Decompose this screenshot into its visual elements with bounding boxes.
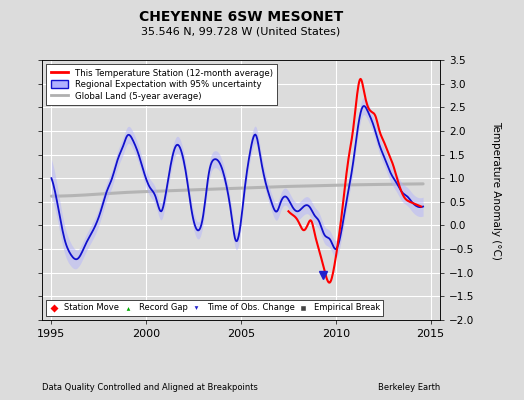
Y-axis label: Temperature Anomaly (°C): Temperature Anomaly (°C) [491, 120, 501, 260]
Text: Berkeley Earth: Berkeley Earth [378, 383, 440, 392]
Text: CHEYENNE 6SW MESONET: CHEYENNE 6SW MESONET [139, 10, 343, 24]
Legend: Station Move, Record Gap, Time of Obs. Change, Empirical Break: Station Move, Record Gap, Time of Obs. C… [46, 300, 383, 316]
Text: 35.546 N, 99.728 W (United States): 35.546 N, 99.728 W (United States) [141, 26, 341, 36]
Text: Data Quality Controlled and Aligned at Breakpoints: Data Quality Controlled and Aligned at B… [42, 383, 258, 392]
